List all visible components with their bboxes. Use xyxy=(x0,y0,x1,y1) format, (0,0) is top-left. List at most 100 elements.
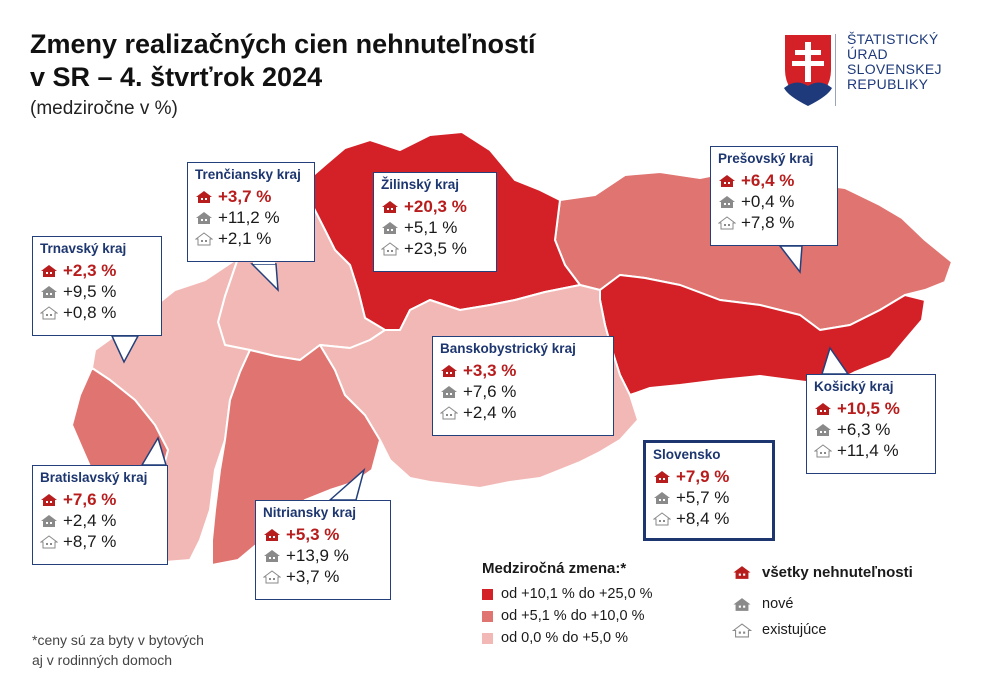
row-new: +7,6 % xyxy=(440,381,606,402)
house-outline-icon xyxy=(653,511,671,525)
house-red-icon xyxy=(196,190,212,203)
value-all: +7,6 % xyxy=(63,489,117,509)
legend-type-label: nové xyxy=(762,596,794,612)
row-all: +7,6 % xyxy=(40,489,160,510)
title-line-1: Zmeny realizačných cien nehnuteľností xyxy=(30,29,536,59)
house-red-icon xyxy=(654,470,670,483)
row-existing: +2,4 % xyxy=(440,402,606,423)
house-red-icon xyxy=(264,528,280,541)
house-red-icon xyxy=(733,566,751,579)
row-all: +20,3 % xyxy=(381,196,489,217)
value-existing: +3,7 % xyxy=(286,566,340,586)
value-all: +5,3 % xyxy=(286,524,340,544)
region-name: Trnavský kraj xyxy=(40,241,127,256)
row-existing: +2,1 % xyxy=(195,228,307,249)
legend-range-low: od 0,0 % do +5,0 % xyxy=(482,630,628,646)
row-all: +5,3 % xyxy=(263,524,383,545)
statistical-office-logo xyxy=(783,33,833,108)
region-name: Trenčiansky kraj xyxy=(195,167,301,182)
value-new: +6,3 % xyxy=(837,419,891,439)
value-existing: +8,7 % xyxy=(63,531,117,551)
row-existing: +8,7 % xyxy=(40,531,160,552)
value-all: +2,3 % xyxy=(63,260,117,280)
house-red-icon xyxy=(41,264,57,277)
row-new: +6,3 % xyxy=(814,419,928,440)
value-all: +20,3 % xyxy=(404,196,467,216)
value-existing: +23,5 % xyxy=(404,238,467,258)
house-red-icon xyxy=(815,402,831,415)
house-gray-icon xyxy=(733,597,751,611)
callout-banskobystricky: Banskobystrický kraj +3,3 % +7,6 % +2,4 … xyxy=(432,336,614,436)
row-all: +10,5 % xyxy=(814,398,928,419)
value-existing: +7,8 % xyxy=(741,212,795,232)
row-existing: +8,4 % xyxy=(653,508,765,529)
house-outline-icon xyxy=(814,443,832,457)
value-new: +5,7 % xyxy=(676,487,730,507)
legend-range-label: od +10,1 % do +25,0 % xyxy=(501,586,653,602)
house-gray-icon xyxy=(815,423,831,436)
row-all: +6,4 % xyxy=(718,170,830,191)
legend-type-existing: existujúce xyxy=(732,622,826,638)
house-outline-icon xyxy=(263,569,281,583)
row-new: +0,4 % xyxy=(718,191,830,212)
region-name: Bratislavský kraj xyxy=(40,470,148,485)
swatch-high xyxy=(482,588,493,600)
value-new: +5,1 % xyxy=(404,217,458,237)
house-outline-icon xyxy=(195,231,213,245)
row-existing: +3,7 % xyxy=(263,566,383,587)
house-gray-icon xyxy=(382,221,398,234)
value-new: +0,4 % xyxy=(741,191,795,211)
region-name: Nitriansky kraj xyxy=(263,505,357,520)
row-all: +3,7 % xyxy=(195,186,307,207)
row-all: +7,9 % xyxy=(653,466,765,487)
region-name: Banskobystrický kraj xyxy=(440,341,576,356)
value-new: +7,6 % xyxy=(463,381,517,401)
row-new: +13,9 % xyxy=(263,545,383,566)
region-name: Košický kraj xyxy=(814,379,894,394)
house-outline-icon xyxy=(40,305,58,319)
callout-presovsky: Prešovský kraj +6,4 % +0,4 % +7,8 % xyxy=(710,146,838,246)
house-outline-icon xyxy=(718,215,736,229)
callout-trnavsky: Trnavský kraj +2,3 % +9,5 % +0,8 % xyxy=(32,236,162,336)
house-outline-icon xyxy=(732,622,752,637)
value-existing: +11,4 % xyxy=(837,440,899,460)
region-name: Prešovský kraj xyxy=(718,151,814,166)
house-outline-icon xyxy=(440,405,458,419)
footnote: *ceny sú za byty v bytových aj v rodinný… xyxy=(32,630,204,670)
logo-text: ŠTATISTICKÝ ÚRAD SLOVENSKEJ REPUBLIKY xyxy=(847,32,942,92)
house-gray-icon xyxy=(41,514,57,527)
row-existing: +0,8 % xyxy=(40,302,154,323)
value-all: +3,7 % xyxy=(218,186,272,206)
callout-kosicky: Košický kraj +10,5 % +6,3 % +11,4 % xyxy=(806,374,936,474)
house-red-icon xyxy=(441,364,457,377)
logo-separator xyxy=(835,34,836,106)
legend-range-mid: od +5,1 % do +10,0 % xyxy=(482,608,645,624)
row-all: +2,3 % xyxy=(40,260,154,281)
page-subtitle: (medziročne v %) xyxy=(30,98,178,119)
swatch-low xyxy=(482,632,493,644)
callout-zilinsky: Žilinský kraj +20,3 % +5,1 % +23,5 % xyxy=(373,172,497,272)
region-name: Žilinský kraj xyxy=(381,177,460,192)
legend-type-new: nové xyxy=(732,596,793,612)
row-new: +11,2 % xyxy=(195,207,307,228)
logo-line-4: REPUBLIKY xyxy=(847,76,929,92)
value-all: +10,5 % xyxy=(837,398,900,418)
house-gray-icon xyxy=(719,195,735,208)
row-all: +3,3 % xyxy=(440,360,606,381)
value-existing: +0,8 % xyxy=(63,302,117,322)
footnote-line-2: aj v rodinných domoch xyxy=(32,652,173,668)
callout-nitriansky: Nitriansky kraj +5,3 % +13,9 % +3,7 % xyxy=(255,500,391,600)
logo-line-2: ÚRAD xyxy=(847,46,888,62)
value-existing: +2,4 % xyxy=(463,402,517,422)
legend-type-label: všetky nehnuteľnosti xyxy=(762,564,913,581)
house-gray-icon xyxy=(654,491,670,504)
footnote-line-1: *ceny sú za byty v bytových xyxy=(32,632,204,648)
logo-line-1: ŠTATISTICKÝ xyxy=(847,31,939,47)
value-existing: +8,4 % xyxy=(676,508,730,528)
region-name: Slovensko xyxy=(653,447,721,462)
row-new: +5,7 % xyxy=(653,487,765,508)
page-title: Zmeny realizačných cien nehnuteľností v … xyxy=(30,28,536,94)
row-existing: +23,5 % xyxy=(381,238,489,259)
house-red-icon xyxy=(41,493,57,506)
